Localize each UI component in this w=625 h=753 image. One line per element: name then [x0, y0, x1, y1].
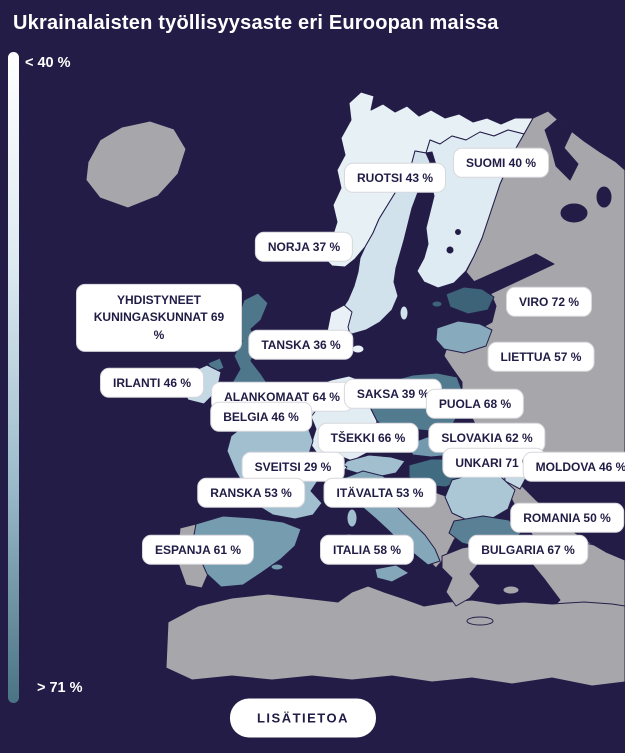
country-label-irlanti: IRLANTI 46 %: [99, 367, 205, 399]
legend-gradient-bar: [8, 52, 19, 703]
country-shape-romania: [444, 472, 516, 522]
country-label-liettua: LIETTUA 57 %: [487, 341, 595, 373]
country-label-tanska: TANSKA 36 %: [248, 329, 354, 361]
island-corsica: [346, 508, 358, 528]
legend-min-label: < 40 %: [25, 55, 71, 71]
country-label-tsekki: TŠEKKI 66 %: [317, 422, 419, 454]
country-label-ranska: RANSKA 53 %: [197, 477, 305, 509]
lake-onega: [596, 186, 612, 208]
island-cyprus: [502, 585, 520, 595]
country-label-itavalta: ITÄVALTA 53 %: [323, 477, 437, 509]
country-label-espanja: ESPANJA 61 %: [141, 534, 255, 566]
country-label-bulgaria: BULGARIA 67 %: [468, 534, 588, 566]
island-balearic: [270, 563, 284, 571]
country-label-italia: ITALIA 58 %: [319, 534, 415, 566]
country-label-norja: NORJA 37 %: [254, 231, 354, 263]
danish-islands: [351, 344, 365, 354]
island-sicily: [374, 564, 410, 583]
island-gotland: [399, 305, 409, 321]
landmass-north-africa: [165, 585, 625, 687]
island-crete: [466, 616, 494, 626]
country-label-yhdistyneet-kuningaskunnat: YHDISTYNEET KUNINGASKUNNAT 69 %: [76, 283, 242, 353]
country-label-viro: VIRO 72 %: [505, 286, 593, 318]
lake-ladoga: [560, 203, 588, 223]
country-label-moldova: MOLDOVA 46 %: [522, 451, 625, 483]
country-shape-viro: [445, 286, 495, 315]
country-label-suomi: SUOMI 40 %: [452, 147, 550, 179]
more-info-button[interactable]: LISÄTIETOA: [229, 698, 377, 738]
country-label-sveitsi: SVEITSI 29 %: [241, 451, 345, 483]
page-title: Ukrainalaisten työllisyysaste eri Euroop…: [13, 12, 499, 34]
country-label-belgia: BELGIA 46 %: [210, 401, 312, 433]
legend-max-label: > 71 %: [37, 680, 83, 696]
finnish-lake: [446, 246, 454, 254]
finnish-lake: [455, 229, 461, 235]
white-sea: [544, 118, 579, 181]
country-label-saksa: SAKSA 39 %: [343, 378, 443, 410]
country-label-puola: PUOLA 68 %: [425, 388, 525, 420]
island-saaremaa: [431, 300, 443, 308]
landmass-iceland: [85, 120, 187, 209]
country-shape-itavalta: [340, 454, 406, 478]
country-label-romania: ROMANIA 50 %: [510, 502, 624, 534]
country-shape-liettua: [435, 320, 493, 354]
country-label-ruotsi: RUOTSI 43 %: [343, 162, 447, 194]
